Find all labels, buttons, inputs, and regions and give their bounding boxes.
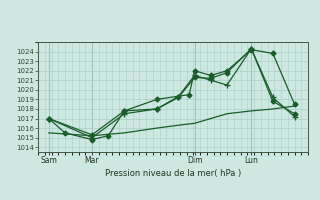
X-axis label: Pression niveau de la mer( hPa ): Pression niveau de la mer( hPa ) — [105, 169, 241, 178]
